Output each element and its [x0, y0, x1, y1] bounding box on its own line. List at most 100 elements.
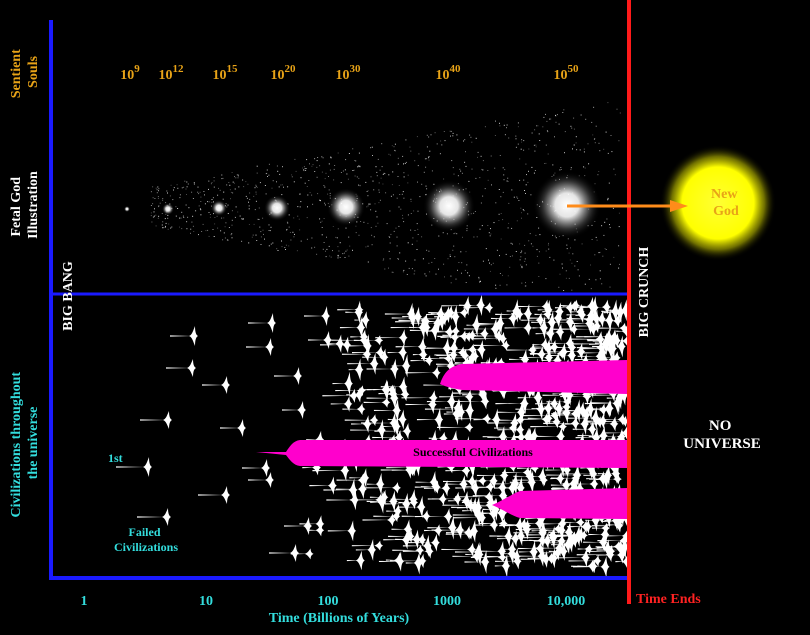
star-speck	[502, 191, 504, 193]
star-speck	[228, 182, 230, 183]
star-speck	[409, 146, 411, 148]
star-speck	[325, 250, 326, 252]
star-speck	[519, 158, 521, 160]
star-speck	[511, 255, 513, 257]
star-speck	[164, 227, 166, 228]
star-speck	[598, 252, 600, 254]
star-speck	[425, 185, 427, 187]
star-speck	[234, 188, 236, 190]
soul-count: 1015	[213, 63, 239, 83]
civilization-tail	[603, 312, 619, 314]
star-speck	[319, 165, 321, 167]
civilization-tail	[495, 313, 518, 315]
star-speck	[593, 138, 595, 140]
star-speck	[525, 282, 526, 284]
star-speck	[226, 184, 228, 186]
civilization-tail	[388, 535, 409, 537]
star-speck	[609, 286, 611, 288]
star-speck	[572, 253, 574, 255]
civilization-tail	[587, 421, 598, 423]
star-speck	[381, 166, 383, 168]
star-speck	[319, 199, 321, 201]
civilization-spike	[515, 422, 525, 438]
civilization-spike	[553, 307, 563, 329]
civilization-spike	[598, 532, 608, 553]
star-speck	[560, 167, 562, 168]
star-speck	[291, 176, 293, 178]
civilization-spike	[469, 497, 479, 518]
civilization-tail	[439, 396, 468, 398]
civilization-tail	[592, 527, 604, 529]
star-speck	[536, 255, 538, 257]
star-speck	[618, 226, 620, 228]
civilization-spike	[348, 388, 358, 403]
star-speck	[311, 237, 313, 239]
star-speck	[490, 233, 492, 235]
civilization-tail	[597, 539, 623, 542]
civilization-spike	[381, 380, 391, 399]
civilization-spike	[621, 529, 631, 543]
star-speck	[367, 190, 369, 192]
civilization-tail	[496, 538, 514, 540]
civilization-spike	[498, 485, 508, 507]
civilization-tail	[529, 352, 560, 355]
successful-civilization-band-lower	[492, 488, 627, 519]
star-speck	[238, 186, 240, 188]
star-speck	[457, 139, 459, 141]
civilization-spike	[327, 476, 337, 495]
star-speck	[397, 176, 399, 177]
civilization-spike	[555, 427, 565, 446]
star-speck	[388, 250, 390, 252]
star-speck	[314, 171, 316, 172]
civilization-tail	[506, 524, 522, 526]
civilization-tail	[434, 316, 454, 318]
star-speck	[379, 199, 381, 201]
civilization-spike	[356, 403, 366, 416]
star-speck	[379, 169, 381, 171]
civilization-tail	[513, 475, 529, 477]
star-speck	[453, 245, 455, 247]
star-speck	[337, 254, 339, 256]
star-speck	[571, 289, 573, 291]
star-speck	[223, 232, 225, 234]
civilization-spike	[475, 294, 485, 317]
star-speck	[410, 200, 412, 202]
star-speck	[430, 134, 432, 136]
civilization-spike	[374, 335, 384, 346]
star-speck	[466, 228, 468, 230]
star-speck	[167, 228, 169, 230]
star-speck	[389, 242, 391, 244]
star-speck	[469, 134, 471, 136]
civilization-tail	[367, 389, 385, 391]
star-speck	[584, 175, 586, 177]
civilization-spike	[459, 307, 469, 319]
civilization-tail	[342, 408, 360, 410]
civilization-tail	[459, 304, 479, 306]
civilization-spike	[389, 412, 399, 434]
star-speck	[545, 162, 547, 164]
civilization-spike	[388, 384, 398, 403]
civilization-tail	[274, 375, 296, 377]
civilization-tail	[312, 470, 344, 472]
civilization-spike	[556, 348, 566, 359]
star-speck	[618, 212, 620, 214]
star-speck	[352, 148, 354, 150]
civilization-tail	[444, 407, 457, 409]
star-speck	[152, 197, 154, 199]
star-speck	[165, 225, 166, 227]
civilization-spike	[581, 405, 591, 425]
civilization-spike	[450, 304, 460, 329]
star-speck	[603, 234, 605, 236]
civilization-tail	[339, 327, 360, 329]
civilization-spike	[569, 300, 579, 312]
civilization-spike	[547, 310, 557, 334]
star-speck	[534, 129, 536, 131]
civilization-tail	[424, 408, 457, 410]
star-speck	[594, 183, 596, 185]
civilization-spike	[617, 413, 627, 426]
fetal-god-blob	[124, 206, 130, 212]
civilization-tail	[553, 412, 565, 414]
star-speck	[613, 256, 615, 258]
star-speck	[507, 177, 509, 179]
star-speck	[414, 270, 416, 272]
